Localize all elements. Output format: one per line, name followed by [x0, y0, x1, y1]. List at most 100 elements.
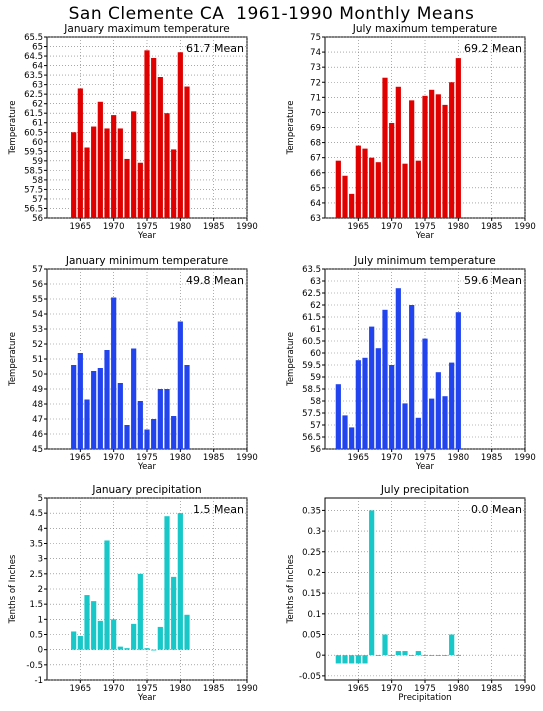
y-tick-label: 0.35 — [302, 506, 321, 516]
bar-1967 — [91, 371, 97, 449]
chart-title: July precipitation — [380, 484, 469, 496]
y-tick-label: 63.5 — [24, 71, 43, 81]
bar-1974 — [415, 160, 421, 218]
x-tick-label: 1975 — [414, 684, 436, 694]
y-tick-label: 49 — [32, 385, 43, 395]
bar-1963 — [342, 175, 348, 218]
bar-1969 — [382, 77, 388, 218]
y-tick-label: 5 — [38, 494, 43, 504]
bar-1977 — [435, 372, 441, 449]
x-tick-label: 1965 — [348, 684, 370, 694]
y-tick-label: 62.5 — [24, 90, 43, 100]
bar-1967 — [369, 510, 375, 656]
bar-1962 — [335, 384, 341, 449]
bar-1975 — [422, 95, 428, 218]
y-tick-label: 55 — [32, 295, 43, 305]
bar-1967 — [91, 601, 97, 650]
bar-1973 — [131, 348, 137, 449]
x-tick-label: 1970 — [381, 453, 403, 463]
x-tick-label: 1975 — [136, 684, 158, 694]
bar-1976 — [151, 57, 157, 219]
bar-1965 — [77, 636, 83, 650]
bar-1976 — [429, 655, 435, 656]
bar-1979 — [449, 634, 455, 656]
x-tick-label: 1975 — [414, 453, 436, 463]
bar-1967 — [369, 326, 375, 449]
x-tick-label: 1990 — [236, 222, 258, 232]
bar-1968 — [97, 368, 103, 449]
x-tick-label: 1965 — [348, 453, 370, 463]
y-tick-label: 56 — [32, 280, 43, 290]
x-tick-label: 1970 — [103, 684, 125, 694]
bar-1964 — [71, 631, 77, 650]
bar-1979 — [449, 362, 455, 449]
y-tick-label: 60.5 — [302, 337, 321, 347]
y-tick-label: 58 — [32, 176, 43, 186]
x-tick-label: 1985 — [203, 222, 225, 232]
x-axis-label: Year — [415, 462, 435, 472]
bar-1968 — [97, 101, 103, 218]
y-tick-label: 68 — [310, 139, 321, 149]
bar-1962 — [335, 655, 341, 664]
y-tick-label: 0 — [38, 646, 43, 656]
bar-1969 — [382, 309, 388, 449]
bar-1969 — [104, 540, 110, 650]
bar-1964 — [349, 427, 355, 449]
y-tick-label: 0.3 — [307, 527, 321, 537]
bar-1979 — [171, 416, 177, 449]
bar-1972 — [124, 158, 130, 218]
x-tick-label: 1985 — [481, 222, 503, 232]
bar-1970 — [389, 122, 395, 218]
y-tick-label: 3 — [38, 555, 43, 565]
bar-1972 — [402, 651, 408, 656]
y-tick-label: 59.5 — [24, 147, 43, 157]
x-tick-label: 1965 — [70, 684, 92, 694]
x-tick-label: 1965 — [348, 222, 370, 232]
y-tick-label: 64 — [32, 62, 43, 72]
y-tick-label: -1 — [35, 676, 43, 686]
y-tick-label: 62.5 — [302, 289, 321, 299]
y-tick-label: 70 — [310, 108, 321, 118]
bar-1967 — [369, 157, 375, 218]
y-tick-label: 67 — [310, 154, 321, 164]
y-tick-label: 56 — [310, 445, 321, 455]
y-tick-label: 63 — [310, 277, 321, 287]
x-tick-label: 1980 — [170, 684, 192, 694]
chart-title: January maximum temperature — [63, 23, 229, 35]
bar-1979 — [171, 576, 177, 650]
y-tick-label: 57 — [32, 265, 43, 275]
y-tick-label: 65.5 — [24, 33, 43, 43]
bar-1978 — [164, 389, 170, 449]
y-tick-label: 59 — [32, 157, 43, 167]
y-tick-label: 56 — [32, 214, 43, 224]
y-tick-label: 73 — [310, 63, 321, 73]
y-tick-label: 60.5 — [24, 128, 43, 138]
y-axis-label: Temperature — [286, 101, 296, 156]
chart-panel-1: January maximum temperature5656.55757.55… — [8, 23, 258, 241]
bar-1979 — [449, 82, 455, 218]
y-tick-label: 0.15 — [302, 589, 321, 599]
bar-1966 — [84, 399, 90, 449]
y-tick-label: 59.5 — [302, 361, 321, 371]
bar-1965 — [77, 88, 83, 218]
bar-1971 — [395, 288, 401, 449]
y-axis-label: Tenths of Inches — [286, 554, 296, 624]
bar-1975 — [144, 648, 150, 650]
bar-1974 — [415, 417, 421, 449]
bar-1975 — [144, 50, 150, 219]
x-tick-label: 1975 — [136, 453, 158, 463]
y-tick-label: 66 — [310, 169, 321, 179]
y-tick-label: 3.5 — [29, 540, 43, 550]
bar-1971 — [117, 383, 123, 449]
y-tick-label: 56.5 — [24, 204, 43, 214]
x-tick-label: 1970 — [381, 684, 403, 694]
y-tick-label: 0.2 — [307, 568, 321, 578]
y-tick-label: 61.5 — [24, 109, 43, 119]
bar-1965 — [355, 145, 361, 218]
bar-1981 — [184, 614, 190, 650]
y-tick-label: 2 — [38, 585, 43, 595]
mean-label: 1.5 Mean — [193, 503, 244, 516]
x-tick-label: 1985 — [203, 453, 225, 463]
y-tick-label: 0.1 — [307, 610, 321, 620]
